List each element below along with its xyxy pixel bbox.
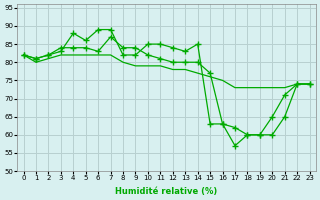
X-axis label: Humidité relative (%): Humidité relative (%) [116, 187, 218, 196]
